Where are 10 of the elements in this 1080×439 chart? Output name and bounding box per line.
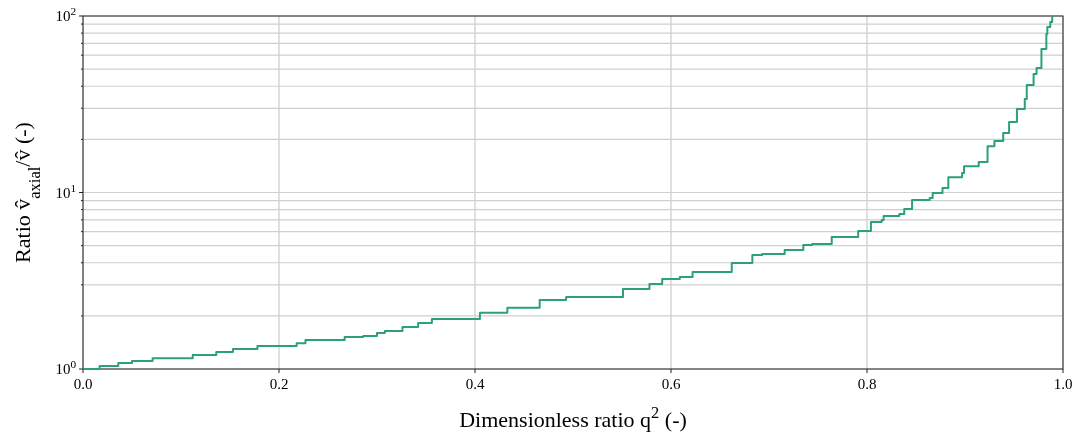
x-tick-label: 0.8 xyxy=(857,376,877,392)
x-tick-label: 0.6 xyxy=(661,376,681,392)
y-tick-label: 10$^{0}$ xyxy=(55,358,77,377)
x-tick-label: 0.2 xyxy=(269,376,289,392)
y-tick-label: 10$^{1}$ xyxy=(55,181,76,201)
x-tick-label: 1.0 xyxy=(1053,376,1073,392)
y-tick-label: 10$^{2}$ xyxy=(55,5,76,24)
x-tick-label: 0.4 xyxy=(465,376,485,392)
x-axis-title: Dimensionless ratio q$^{2}$ (-) xyxy=(459,402,687,432)
x-tick-label: 0.0 xyxy=(73,376,93,392)
